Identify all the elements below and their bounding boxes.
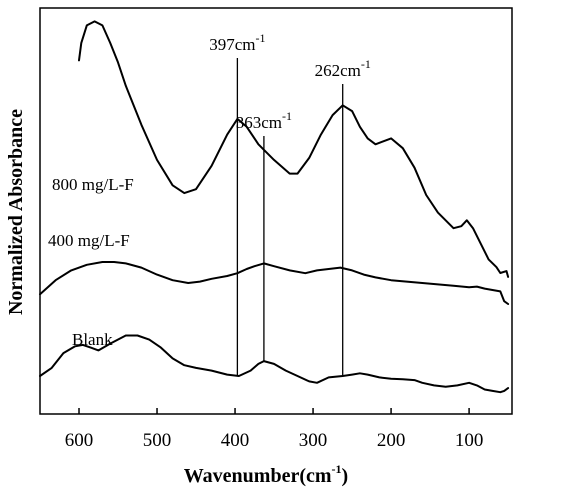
curve-series-2 <box>39 261 510 305</box>
peak-label-397: 397cm-1 <box>209 31 265 54</box>
x-tick-label-500: 500 <box>143 430 172 451</box>
x-tick-label-300: 300 <box>299 430 328 451</box>
x-axis-tick-labels: 600 500 400 300 200 100 <box>65 430 484 451</box>
y-axis-title: Normalized Absorbance <box>5 109 27 315</box>
plot-frame <box>39 7 513 415</box>
x-tick-label-100: 100 <box>455 430 484 451</box>
x-tick-label-200: 200 <box>377 430 406 451</box>
curve-series-3 <box>39 334 510 394</box>
series-labels: 800 mg/L-F 400 mg/L-F Blank <box>48 175 134 349</box>
x-axis-ticks <box>78 408 470 414</box>
x-axis-title: Wavenumber(cm-1) <box>184 462 348 487</box>
spectra-curves <box>39 20 510 394</box>
curve-series-1 <box>78 20 510 278</box>
series-label-1: 800 mg/L-F <box>52 175 134 194</box>
peak-label-262: 262cm-1 <box>315 57 371 80</box>
peak-marker-lines <box>236 58 344 376</box>
peak-labels: 397cm-1 363cm-1 262cm-1 <box>209 31 371 132</box>
peak-label-363: 363cm-1 <box>236 109 292 132</box>
series-label-3: Blank <box>72 330 113 349</box>
series-label-2: 400 mg/L-F <box>48 231 130 250</box>
x-tick-label-600: 600 <box>65 430 94 451</box>
x-tick-label-400: 400 <box>221 430 250 451</box>
